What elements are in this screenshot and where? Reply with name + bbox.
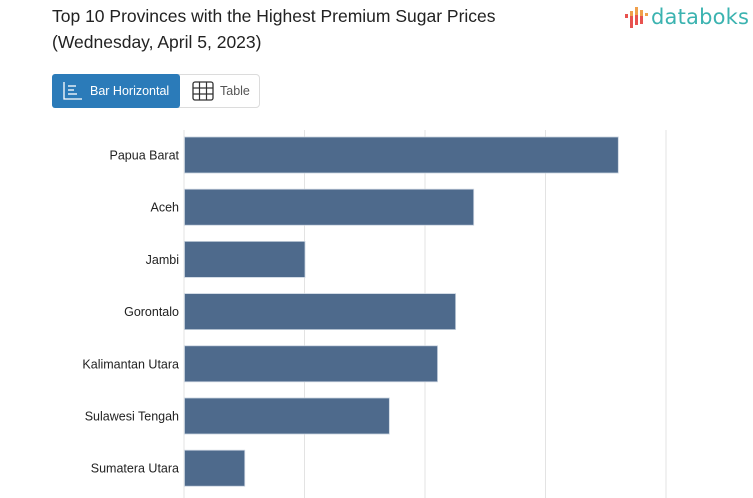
category-label: Sulawesi Tengah (85, 410, 179, 424)
table-label: Table (220, 84, 250, 98)
table-button[interactable]: Table (180, 75, 250, 107)
logo-bars-icon (625, 7, 648, 28)
logo-text: databoks (651, 5, 750, 29)
bar[interactable] (184, 241, 306, 278)
view-toggle: Bar Horizontal Table (52, 74, 260, 108)
bar[interactable] (184, 293, 457, 331)
category-label: Sumatera Utara (91, 462, 179, 476)
category-label: Kalimantan Utara (82, 357, 179, 371)
category-label: Jambi (146, 253, 179, 267)
table-grid-icon (192, 81, 214, 101)
bar[interactable] (184, 345, 438, 383)
bar-chart: Papua Barat Aceh Jambi Gorontalo Kalimantan … (82, 130, 667, 498)
bar-horizontal-button[interactable]: Bar Horizontal (52, 74, 180, 108)
bar[interactable] (184, 188, 475, 226)
title-line-1: Top 10 Provinces with the Highest Premiu… (52, 6, 496, 26)
bar[interactable] (184, 449, 246, 487)
bar-horizontal-label: Bar Horizontal (90, 84, 170, 98)
chart-title: Top 10 Provinces with the Highest Premiu… (52, 3, 496, 55)
category-label: Papua Barat (110, 149, 180, 163)
bars (184, 136, 619, 487)
bar[interactable] (184, 136, 619, 174)
databoks-logo: databoks (624, 4, 749, 30)
bar-horizontal-icon (63, 82, 82, 100)
bar[interactable] (184, 397, 390, 435)
category-labels: Papua Barat Aceh Jambi Gorontalo Kalimantan … (82, 149, 179, 476)
category-label: Aceh (151, 201, 180, 215)
category-label: Gorontalo (124, 305, 179, 319)
title-line-2: (Wednesday, April 5, 2023) (52, 32, 262, 52)
